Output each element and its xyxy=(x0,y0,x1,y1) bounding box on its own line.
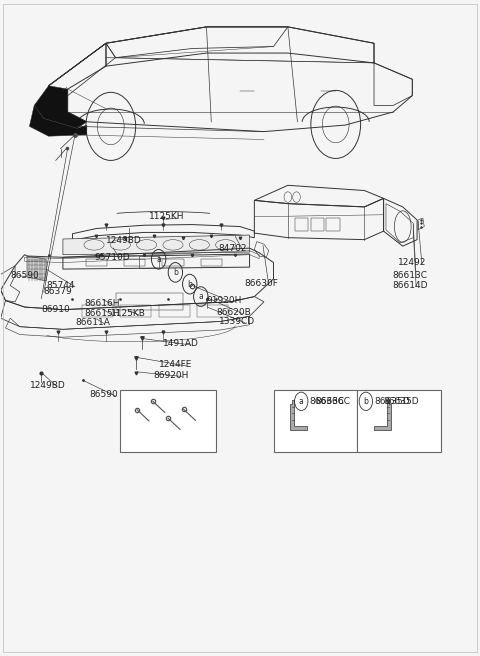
Text: 86920H: 86920H xyxy=(154,371,189,380)
Text: 86635D: 86635D xyxy=(374,397,409,406)
Bar xyxy=(197,305,228,317)
Text: 86613C: 86613C xyxy=(392,271,427,280)
Text: 86636C: 86636C xyxy=(310,397,344,406)
Text: 95710D: 95710D xyxy=(94,253,130,262)
Polygon shape xyxy=(34,86,87,129)
Text: 86910: 86910 xyxy=(41,305,70,314)
Bar xyxy=(158,305,190,317)
Text: b: b xyxy=(363,397,368,406)
Text: 86614D: 86614D xyxy=(392,281,428,290)
Text: 1244FE: 1244FE xyxy=(158,360,192,369)
Bar xyxy=(120,390,216,453)
Text: a: a xyxy=(299,397,304,406)
Text: 12492: 12492 xyxy=(398,258,426,267)
Text: 1125KB: 1125KB xyxy=(111,309,145,318)
Bar xyxy=(86,258,107,266)
Bar xyxy=(326,218,339,231)
Text: 86590: 86590 xyxy=(89,390,118,400)
Bar xyxy=(116,293,182,310)
Text: b: b xyxy=(173,268,178,277)
Text: 86611A: 86611A xyxy=(75,318,110,327)
Text: a: a xyxy=(198,292,203,301)
Polygon shape xyxy=(29,106,87,136)
Text: 86615H: 86615H xyxy=(84,309,120,318)
Bar xyxy=(162,258,183,266)
Text: 86635D: 86635D xyxy=(384,397,419,406)
Text: 86616H: 86616H xyxy=(84,298,120,308)
Text: 1249BD: 1249BD xyxy=(30,381,66,390)
Text: a: a xyxy=(156,255,161,264)
Bar xyxy=(140,256,158,268)
Bar xyxy=(274,390,357,453)
Bar xyxy=(357,390,441,453)
Polygon shape xyxy=(374,400,391,430)
Text: 1339CD: 1339CD xyxy=(218,317,254,326)
Text: 84702: 84702 xyxy=(218,243,247,253)
Text: 91920H: 91920H xyxy=(206,296,242,305)
Bar xyxy=(82,305,113,317)
Polygon shape xyxy=(27,256,46,281)
Polygon shape xyxy=(290,400,307,430)
Text: 86636C: 86636C xyxy=(316,397,350,406)
Bar xyxy=(295,218,309,231)
Text: 86630F: 86630F xyxy=(245,279,279,288)
Polygon shape xyxy=(63,235,250,255)
Text: 86620B: 86620B xyxy=(216,308,251,317)
Bar xyxy=(311,218,324,231)
Text: 86379: 86379 xyxy=(44,287,72,297)
Bar xyxy=(120,305,152,317)
Bar xyxy=(124,258,145,266)
Text: 1249BD: 1249BD xyxy=(106,236,142,245)
Text: 1491AD: 1491AD xyxy=(163,339,199,348)
Text: b: b xyxy=(187,279,192,289)
Text: 85744: 85744 xyxy=(46,281,75,290)
Text: 1125KH: 1125KH xyxy=(149,213,185,221)
Text: 86590: 86590 xyxy=(10,271,39,280)
Bar xyxy=(201,258,222,266)
